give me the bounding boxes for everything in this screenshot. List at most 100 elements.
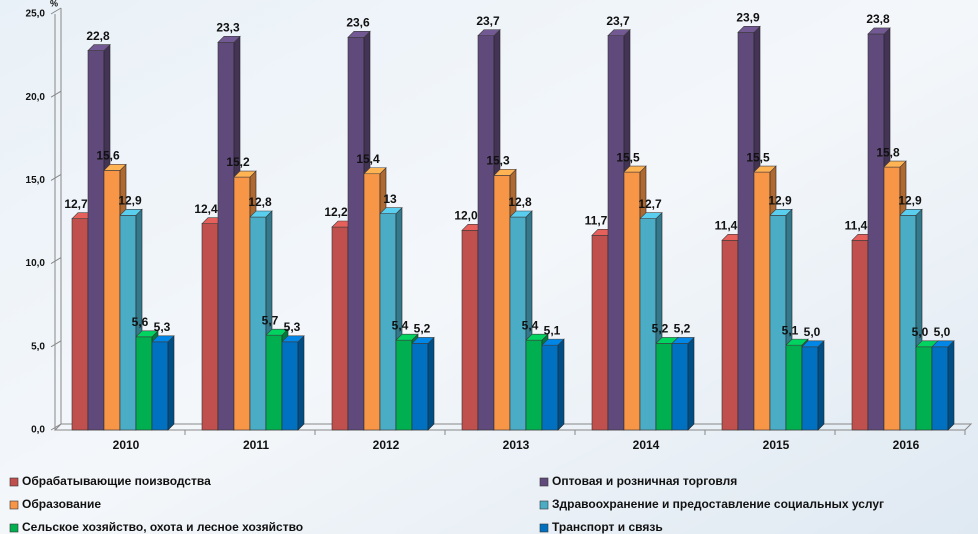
bar-top	[217, 35, 241, 43]
bar-top	[541, 338, 565, 346]
bar-top	[509, 210, 533, 218]
bar-top	[525, 333, 549, 341]
bar-top	[671, 337, 695, 344]
bar-top	[249, 210, 273, 218]
value-label: 5,7	[262, 313, 279, 327]
value-label: 5,0	[912, 325, 929, 339]
bar-side	[947, 340, 955, 431]
x-tick-label: 2012	[373, 438, 400, 452]
bar-front	[411, 343, 429, 431]
bar	[411, 336, 435, 431]
legend-swatch	[9, 500, 19, 510]
bar-side	[427, 336, 435, 431]
value-label: 5,2	[652, 322, 669, 336]
y-tick	[50, 423, 62, 431]
bar-top	[769, 209, 793, 216]
value-label: 5,4	[522, 318, 539, 332]
bar-front	[655, 343, 673, 431]
value-label: 5,3	[154, 320, 171, 334]
value-label: 22,8	[86, 29, 110, 43]
value-label: 23,6	[346, 15, 370, 29]
value-label: 11,4	[845, 218, 868, 232]
bar-front	[721, 240, 739, 431]
unit-label: %	[50, 0, 58, 8]
bar-top	[753, 165, 777, 173]
bar-top	[867, 27, 891, 35]
value-label: 12,0	[454, 208, 478, 222]
value-label: 12,8	[248, 195, 272, 209]
legend-swatch	[539, 477, 549, 487]
bar-front	[135, 336, 153, 431]
bar-side	[297, 335, 305, 431]
bar	[801, 340, 825, 431]
bar-front	[753, 171, 771, 431]
value-label: 5,0	[804, 325, 821, 339]
bar-top	[477, 29, 501, 36]
value-label: 23,7	[476, 14, 500, 28]
value-label: 5,1	[544, 323, 561, 337]
value-label: 5,6	[132, 315, 149, 329]
bar	[639, 211, 663, 431]
y-tick-label: 25,0	[26, 9, 46, 20]
bar-front	[363, 173, 381, 431]
bar-top	[737, 26, 761, 33]
bar-front	[103, 170, 121, 431]
y-tick-label: 10,0	[26, 258, 46, 269]
bar-side	[557, 338, 565, 431]
bar-top	[151, 335, 175, 343]
bar-front	[477, 35, 495, 431]
value-label: 11,4	[715, 218, 738, 232]
y-tick	[50, 7, 62, 15]
y-tick-label: 15,0	[26, 175, 46, 186]
bar-top	[883, 160, 907, 168]
legend-swatch	[539, 500, 549, 510]
value-label: 12,9	[118, 194, 142, 208]
bar-front	[461, 230, 479, 431]
bar-front	[395, 339, 413, 431]
bar-front	[591, 235, 609, 431]
value-label: 5,3	[284, 320, 301, 334]
bar-front	[671, 343, 689, 431]
bar-side	[687, 336, 695, 431]
legend-label: Оптовая и розничная торговля	[552, 474, 737, 488]
bar-top	[493, 169, 517, 176]
value-label: 15,5	[746, 150, 770, 164]
legend-label: Транспорт и связь	[552, 520, 663, 534]
x-tick-label: 2016	[893, 438, 920, 452]
bar-side	[167, 335, 175, 431]
value-label: 12,2	[324, 205, 348, 219]
x-tick-label: 2010	[113, 438, 140, 452]
value-label: 15,5	[616, 150, 640, 164]
bar-top	[347, 30, 371, 38]
bar-front	[71, 218, 89, 431]
value-label: 15,3	[486, 154, 510, 168]
x-tick-label: 2014	[633, 438, 660, 452]
value-label: 12,7	[64, 197, 88, 211]
bar	[671, 336, 695, 431]
legend-label: Сельское хозяйство, охота и лесное хозяй…	[22, 520, 303, 534]
value-label: 23,3	[216, 20, 240, 34]
x-tick-label: 2013	[503, 438, 530, 452]
bar-top	[899, 209, 923, 216]
bar-top	[265, 328, 289, 336]
bar-top	[281, 335, 305, 343]
bar-front	[737, 32, 755, 431]
y-tick	[50, 173, 62, 181]
value-label: 12,8	[508, 195, 532, 209]
legend-swatch	[9, 477, 19, 487]
bar	[931, 340, 955, 431]
bar-front	[493, 175, 511, 431]
legend-swatch	[539, 523, 549, 533]
bar-front	[851, 240, 869, 431]
bar-top	[119, 209, 143, 216]
value-label: 12,7	[638, 197, 662, 211]
bar	[281, 335, 305, 431]
bar-front	[201, 223, 219, 431]
x-tick-label: 2015	[763, 438, 790, 452]
bar-top	[931, 340, 955, 348]
value-label: 23,8	[866, 12, 890, 26]
bar-front	[331, 226, 349, 431]
bar-front	[899, 215, 917, 431]
value-label: 15,6	[96, 149, 120, 163]
bar-top	[103, 164, 127, 171]
